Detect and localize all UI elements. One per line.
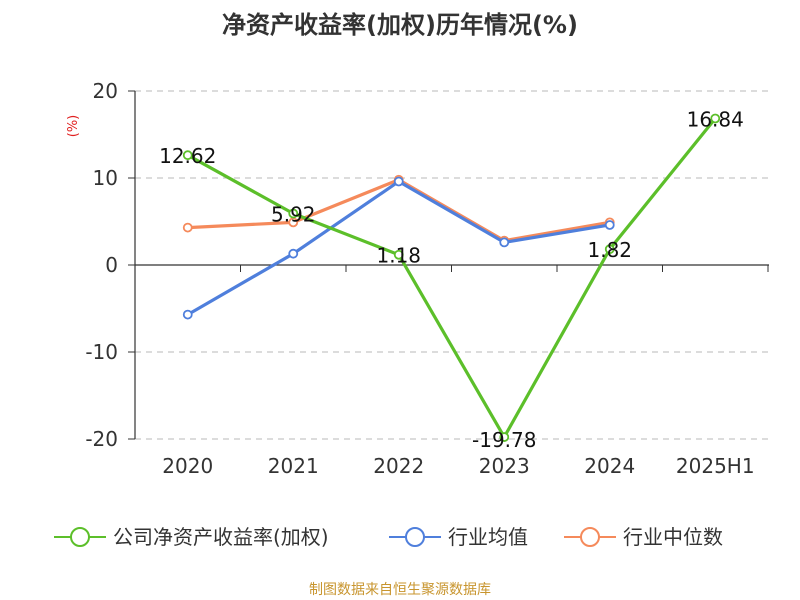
data-point <box>182 222 193 233</box>
x-tick-labels: 2020 2021 2022 2023 2024 2025H1 <box>162 454 754 478</box>
y-tick-label: -20 <box>85 427 118 451</box>
data-label: 5.92 <box>271 202 316 226</box>
y-tick-label: 0 <box>105 253 118 277</box>
data-label: -19.78 <box>472 428 536 452</box>
y-tick-label: 10 <box>93 166 118 190</box>
data-point <box>604 244 615 255</box>
data-label: 12.62 <box>159 144 216 168</box>
y-tick-label: 20 <box>93 79 118 103</box>
data-labels: 12.62 5.92 1.18 -19.78 1.82 16.84 <box>159 107 744 452</box>
x-tick-label: 2020 <box>162 454 213 478</box>
legend-item-2[interactable]: 行业中位数 <box>564 525 723 549</box>
gridlines <box>128 90 768 440</box>
legend[interactable]: 公司净资产收益率(加权) 行业均值 行业中位数 <box>54 525 723 549</box>
data-label: 1.18 <box>376 244 421 268</box>
data-label: 1.82 <box>587 238 632 262</box>
x-tick-label: 2024 <box>584 454 635 478</box>
source-note: 制图数据来自恒生聚源数据库 <box>309 582 491 598</box>
series-lines <box>182 113 721 442</box>
y-tick-label: -10 <box>85 340 118 364</box>
legend-marker <box>405 527 425 547</box>
data-point <box>182 309 193 320</box>
data-point <box>604 220 615 230</box>
legend-label: 公司净资产收益率(加权) <box>113 525 329 549</box>
series-1 <box>182 176 615 320</box>
series-0 <box>182 113 721 442</box>
x-tick-label: 2025H1 <box>676 454 755 478</box>
data-point <box>182 150 193 161</box>
legend-item-0[interactable]: 公司净资产收益率(加权) <box>54 525 329 549</box>
y-axis-label: (%) <box>66 115 81 138</box>
legend-item-1[interactable]: 行业均值 <box>389 525 528 549</box>
axes <box>134 91 769 439</box>
data-point <box>393 249 404 260</box>
legend-label: 行业中位数 <box>623 525 723 549</box>
x-tick-label: 2021 <box>268 454 319 478</box>
series-line <box>186 117 717 439</box>
data-point <box>288 248 299 259</box>
legend-marker <box>580 527 600 547</box>
x-tick-label: 2023 <box>479 454 530 478</box>
data-point <box>393 176 404 187</box>
chart-title: 净资产收益率(加权)历年情况(%) <box>222 11 578 39</box>
data-point <box>499 237 510 248</box>
data-point <box>710 113 721 124</box>
legend-marker <box>70 527 90 547</box>
y-tick-labels: 20 10 0 -10 -20 <box>85 79 118 451</box>
legend-label: 行业均值 <box>448 525 528 549</box>
data-label: 16.84 <box>687 107 744 131</box>
data-point <box>288 208 299 219</box>
x-tick-label: 2022 <box>373 454 424 478</box>
data-point <box>499 432 510 442</box>
